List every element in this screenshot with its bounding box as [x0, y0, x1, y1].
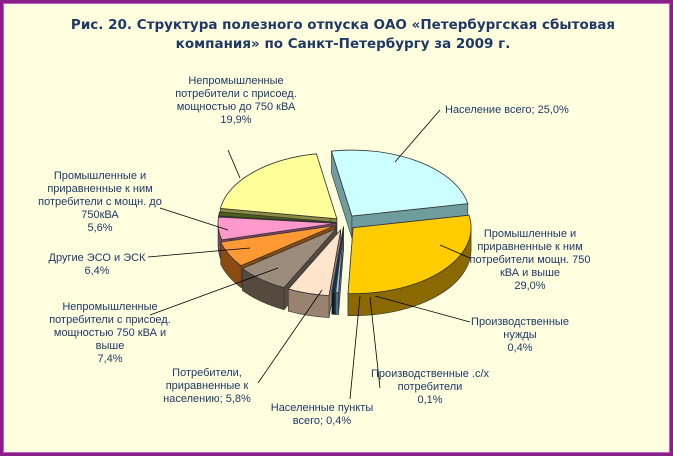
- pie-slice-0: [330, 149, 469, 217]
- slice-label-10-line-1: потребители с присоед.: [175, 88, 297, 100]
- pie-slice-4: [331, 226, 344, 293]
- slice-label-6: Непромышленные потребители с присоед. мощн…: [49, 301, 171, 365]
- pie-slice-6: [241, 228, 337, 289]
- slice-label-3-line-1: потребители: [398, 381, 463, 393]
- slice-label-0: Население всего; 25,0%: [445, 104, 569, 116]
- slice-label-10-line-0: Непромышленные: [188, 75, 283, 87]
- pie-slice-2-rim-0: [335, 292, 339, 315]
- leader-line-2: [374, 295, 471, 323]
- leader-line-10: [227, 149, 241, 179]
- slice-label-8-line-3: 750кВА: [81, 209, 119, 221]
- slice-label-1: Промышленные и приравненные к ним потребит…: [470, 228, 591, 292]
- slice-label-3-line-2: 0,1%: [417, 394, 442, 406]
- leader-line-1: [439, 244, 471, 259]
- slice-label-8-line-4: 5,6%: [87, 222, 112, 234]
- pie-slice-4-rim-0: [331, 291, 336, 315]
- slice-label-10-line-3: 19,9%: [220, 114, 251, 126]
- leader-line-0: [394, 109, 441, 163]
- slice-label-4-line-1: всего; 0,4%: [293, 415, 352, 427]
- pie-slice-7: [220, 225, 336, 267]
- pie-slice-5: [287, 228, 342, 297]
- slice-label-0-line-0: Население всего; 25,0%: [445, 104, 569, 116]
- slice-label-1-line-3: кВА и выше: [500, 267, 560, 279]
- slice-label-7-line-0: Другие ЭСО и ЭСК: [49, 252, 147, 264]
- slice-label-4-line-0: Населенные пункты: [271, 402, 374, 414]
- slice-label-7-line-1: 6,4%: [84, 265, 109, 277]
- slice-label-6-line-1: потребители с присоед.: [49, 314, 171, 326]
- slice-label-3-line-0: Производственные .с/х: [371, 368, 490, 380]
- slice-label-5-line-0: Потребители,: [172, 367, 242, 379]
- slice-label-6-line-3: выше: [96, 340, 125, 352]
- slice-label-2: Производственные нужды 0,4%: [471, 316, 569, 354]
- slice-label-3: Производственные .с/х потребители 0,1%: [371, 368, 490, 406]
- leader-line-5: [257, 289, 323, 384]
- leader-line-8: [159, 207, 229, 231]
- slice-label-5-line-2: населению; 5,8%: [163, 393, 251, 405]
- leader-line-4: [349, 295, 361, 400]
- slice-label-2-line-1: нужды: [503, 329, 536, 341]
- slice-label-2-line-2: 0,4%: [507, 342, 532, 354]
- slice-label-8: Промышленные и приравненные к ним потребит…: [38, 170, 162, 234]
- leader-line-6: [149, 267, 279, 316]
- slice-label-8-line-0: Промышленные и: [54, 170, 146, 182]
- slice-label-8-line-1: приравненные к ним: [47, 183, 152, 195]
- slice-label-10-line-2: мощностью до 750 кВА: [177, 101, 296, 113]
- slice-label-5-line-1: приравненные к: [166, 380, 249, 392]
- chart-title: Рис. 20. Структура полезного отпуска ОАО…: [63, 16, 623, 54]
- slice-label-8-line-2: потребители с мощн. до: [38, 196, 162, 208]
- slice-label-7: Другие ЭСО и ЭСК 6,4%: [49, 252, 147, 277]
- leader-line-7: [147, 247, 251, 258]
- pie-slice-1: [347, 214, 472, 295]
- slice-label-1-line-1: приравненные к ним: [477, 241, 582, 253]
- slice-label-2-line-0: Производственные: [471, 316, 569, 328]
- slice-label-6-line-0: Непромышленные: [62, 301, 157, 313]
- slice-label-1-line-0: Промышленные и: [484, 228, 576, 240]
- pie-slice-10: [219, 153, 338, 220]
- slice-label-4: Населенные пункты всего; 0,4%: [271, 402, 374, 427]
- slice-label-1-line-2: потребители мощн. 750: [470, 254, 591, 266]
- slice-label-6-line-4: 7,4%: [97, 353, 122, 365]
- slice-label-1-line-4: 29,0%: [514, 280, 545, 292]
- slice-label-5: Потребители, приравненные к населению; 5,8…: [163, 367, 251, 405]
- leader-line-3: [369, 296, 381, 389]
- chart-title-line-2: компания» по Санкт-Петербургу за 2009 г.: [175, 36, 511, 52]
- slice-label-6-line-2: мощностью 750 кВА и: [54, 327, 166, 339]
- slice-label-10: Непромышленные потребители с присоед. мощн…: [175, 75, 297, 126]
- pie-slice-9: [218, 211, 337, 223]
- chart-title-line-1: Рис. 20. Структура полезного отпуска ОАО…: [70, 17, 616, 33]
- pie-slice-8: [217, 216, 337, 241]
